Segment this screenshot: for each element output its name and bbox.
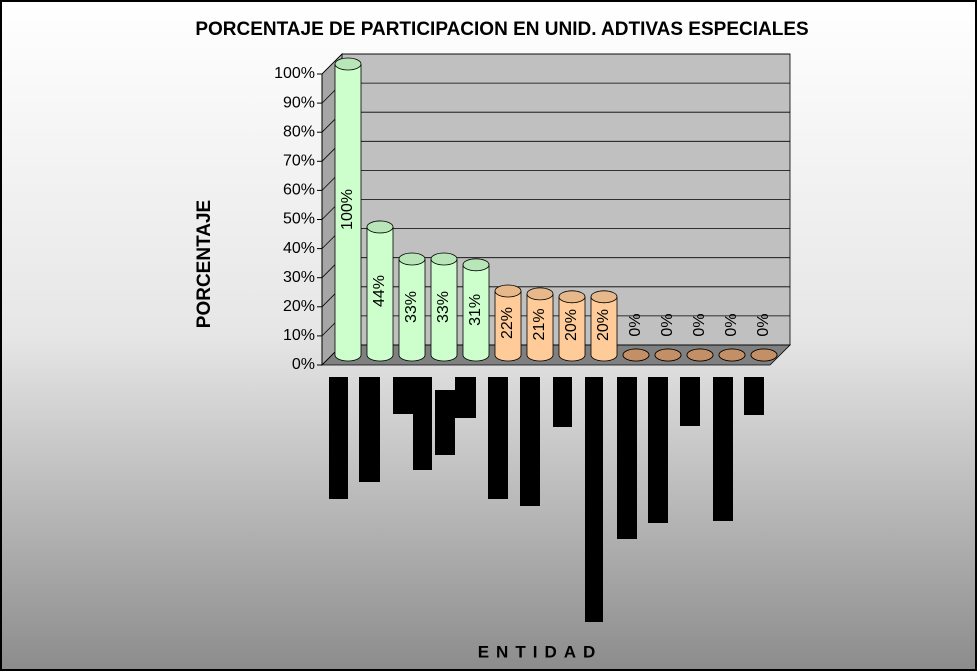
bar xyxy=(462,258,490,362)
y-tick-label: 0% xyxy=(292,356,315,373)
value-label: 33% xyxy=(403,291,420,323)
redacted-labels xyxy=(329,377,764,622)
bar xyxy=(558,290,586,362)
bar xyxy=(334,57,362,362)
y-tick-label: 20% xyxy=(283,298,315,315)
y-tick-label: 10% xyxy=(283,327,315,344)
value-label: 22% xyxy=(499,307,516,339)
y-tick-label: 90% xyxy=(283,94,315,111)
y-tick-label: 50% xyxy=(283,211,315,228)
bar xyxy=(654,348,682,362)
value-label: 0% xyxy=(659,313,676,336)
value-label: 100% xyxy=(339,189,356,230)
value-label: 33% xyxy=(435,291,452,323)
value-label: 0% xyxy=(723,313,740,336)
bar xyxy=(398,252,426,362)
value-label: 0% xyxy=(627,313,644,336)
y-tick-label: 70% xyxy=(283,153,315,170)
bar xyxy=(622,348,650,362)
grid-line xyxy=(321,53,343,75)
bar xyxy=(590,290,618,362)
y-tick-label: 40% xyxy=(283,240,315,257)
x-axis-label: ENTIDAD xyxy=(478,642,603,661)
bar xyxy=(750,348,778,362)
value-label: 44% xyxy=(371,275,388,307)
bar xyxy=(494,284,522,362)
chart-title: PORCENTAJE DE PARTICIPACION EN UNID. ADT… xyxy=(195,19,808,40)
value-label: 0% xyxy=(755,313,772,336)
y-axis-label: PORCENTAJE xyxy=(194,200,215,328)
value-label: 31% xyxy=(467,294,484,326)
value-label: 0% xyxy=(691,313,708,336)
bar xyxy=(686,348,714,362)
y-tick-label: 60% xyxy=(283,182,315,199)
bar xyxy=(718,348,746,362)
value-label: 20% xyxy=(563,309,580,341)
y-tick-label: 30% xyxy=(283,269,315,286)
bar xyxy=(526,287,554,362)
bar xyxy=(366,220,394,362)
value-label: 21% xyxy=(531,308,548,340)
bar xyxy=(430,252,458,362)
y-tick-label: 100% xyxy=(274,65,315,82)
value-label: 20% xyxy=(595,309,612,341)
y-tick-label: 80% xyxy=(283,123,315,140)
